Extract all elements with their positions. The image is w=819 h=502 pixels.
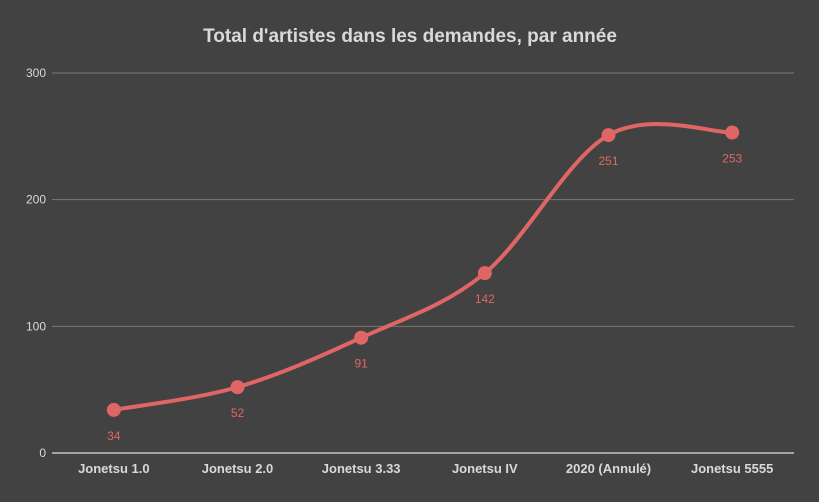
data-point bbox=[477, 266, 492, 281]
data-points bbox=[106, 125, 740, 417]
series-line bbox=[111, 122, 735, 412]
y-tick-label: 200 bbox=[26, 193, 46, 207]
y-axis: 0 100 200 300 bbox=[26, 66, 46, 460]
data-label: 251 bbox=[598, 154, 618, 168]
data-point bbox=[725, 125, 740, 140]
x-tick-label: Jonetsu 1.0 bbox=[78, 461, 150, 476]
series-path bbox=[111, 122, 735, 412]
x-tick-label: Jonetsu 3.33 bbox=[322, 461, 401, 476]
data-point bbox=[354, 330, 369, 345]
data-label: 142 bbox=[475, 292, 495, 306]
data-label: 52 bbox=[231, 406, 245, 420]
x-axis: Jonetsu 1.0 Jonetsu 2.0 Jonetsu 3.33 Jonets… bbox=[52, 452, 794, 476]
y-tick-label: 0 bbox=[39, 446, 46, 460]
x-tick-label: Jonetsu IV bbox=[452, 461, 518, 476]
gridlines bbox=[52, 72, 794, 327]
x-tick-label: 2020 (Annulé) bbox=[566, 461, 651, 476]
data-point bbox=[601, 128, 616, 143]
x-tick-label: Jonetsu 2.0 bbox=[202, 461, 274, 476]
data-point bbox=[106, 402, 121, 417]
data-label: 253 bbox=[722, 152, 742, 166]
data-point bbox=[230, 380, 245, 395]
x-tick-label: Jonetsu 5555 bbox=[691, 461, 773, 476]
data-labels: 34 52 91 142 251 253 bbox=[107, 152, 742, 443]
y-tick-label: 300 bbox=[26, 66, 46, 80]
data-label: 91 bbox=[354, 357, 368, 371]
y-tick-label: 100 bbox=[26, 319, 46, 333]
chart-title: Total d'artistes dans les demandes, par … bbox=[203, 26, 617, 47]
data-label: 34 bbox=[107, 429, 121, 443]
